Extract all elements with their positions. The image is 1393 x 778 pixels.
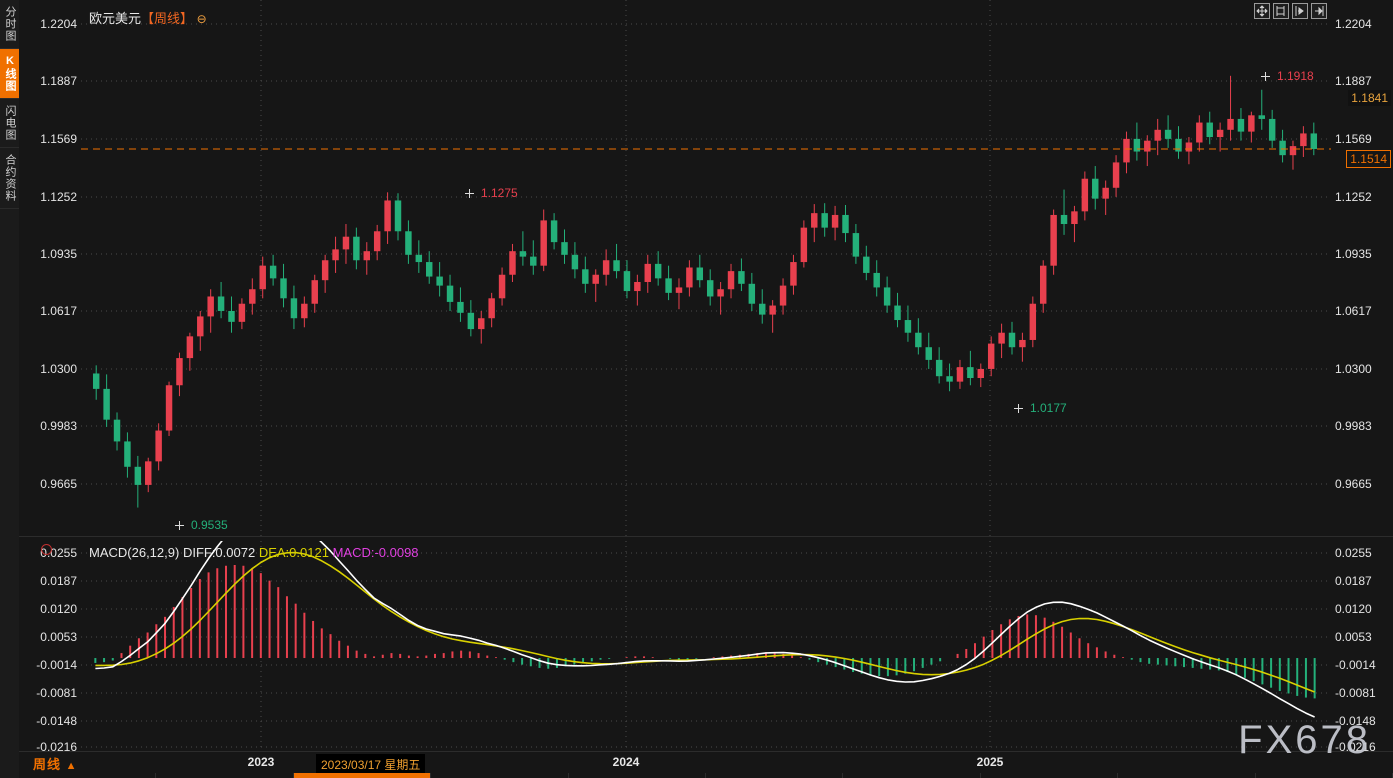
macd-axis-label: -0.0148: [36, 714, 77, 728]
price-axis-label: 0.9665: [1335, 477, 1372, 491]
symbol-label: 欧元美元: [89, 11, 142, 26]
chart-container[interactable]: 欧元美元【周线】 ⊖ 1.2204 1.1887 1.15: [19, 0, 1393, 778]
time-axis-tick: 2024: [612, 755, 640, 769]
macd-axis-label: -0.0014: [1335, 658, 1376, 672]
macd-axis-label: -0.0216: [36, 740, 77, 754]
macd-dea-value: DEA:0.0121: [258, 545, 329, 560]
status-cell[interactable]: [981, 773, 1119, 778]
date-readout: 2023/03/17 星期五: [316, 754, 426, 775]
status-cell[interactable]: [431, 773, 569, 778]
status-cell[interactable]: [1256, 773, 1393, 778]
collapse-icon[interactable]: ⊖: [196, 12, 207, 26]
macd-axis-label: 0.0187: [40, 574, 77, 588]
sidebar-item-kline[interactable]: K线图: [0, 49, 19, 99]
macd-panel[interactable]: [81, 541, 1331, 751]
sidebar-item-lightning[interactable]: 闪电图: [0, 99, 19, 148]
left-sidebar: 分时图 K线图 闪电图 合约资料: [0, 0, 20, 778]
price-axis-label: 1.1887: [40, 74, 77, 88]
price-axis-label: 1.0617: [1335, 304, 1372, 318]
panel-divider: [19, 536, 1393, 537]
macd-indicator-dot[interactable]: [41, 544, 52, 555]
price-axis-label: 1.2204: [1335, 17, 1372, 31]
price-axis-label: 0.9665: [40, 477, 77, 491]
price-axis-label: 1.1252: [1335, 190, 1372, 204]
price-axis-label: 1.1569: [1335, 132, 1372, 146]
status-cell[interactable]: [706, 773, 844, 778]
macd-axis-label: -0.0081: [36, 686, 77, 700]
candlestick-svg: [81, 0, 1331, 536]
status-cell[interactable]: [1118, 773, 1256, 778]
annotation-low-1017: 1.0177: [1030, 401, 1067, 415]
macd-axis-label: 0.0120: [1335, 602, 1372, 616]
crosshair-move-icon[interactable]: [1254, 3, 1270, 19]
price-tag-last: 1.1514: [1346, 150, 1391, 168]
price-axis-label: 0.9983: [40, 419, 77, 433]
price-tag-high: 1.1841: [1348, 90, 1391, 106]
price-axis-label: 1.0300: [1335, 362, 1372, 376]
sidebar-item-label: 合约资料: [4, 154, 16, 202]
sidebar-item-contract-info[interactable]: 合约资料: [0, 148, 19, 209]
sidebar-item-label: 分时图: [4, 6, 16, 42]
macd-title: MACD(26,12,9): [89, 545, 180, 560]
price-axis-label: 1.1887: [1335, 74, 1372, 88]
macd-axis-label: 0.0053: [1335, 630, 1372, 644]
price-axis-label: 1.1252: [40, 190, 77, 204]
cycle-toggle-button[interactable]: 周线 ▲: [33, 754, 78, 773]
status-cell[interactable]: [569, 773, 707, 778]
macd-svg: [81, 541, 1331, 751]
macd-axis-label: -0.0216: [1335, 740, 1376, 754]
bottom-status-strip: [19, 773, 1393, 778]
watermark: FX678: [1238, 718, 1371, 762]
chart-toolbar: [1254, 3, 1327, 19]
status-cell[interactable]: [843, 773, 981, 778]
annotation-low-0953: 0.9535: [191, 518, 228, 532]
macd-macd-value: MACD:-0.0098: [332, 545, 419, 560]
price-axis-label: 1.0935: [40, 247, 77, 261]
macd-axis-label: -0.0148: [1335, 714, 1376, 728]
price-axis-label: 1.0300: [40, 362, 77, 376]
candlestick-panel[interactable]: [81, 0, 1331, 536]
time-axis-tick: 2025: [976, 755, 1004, 769]
status-cell[interactable]: [156, 773, 294, 778]
annotation-high-1275: 1.1275: [481, 186, 518, 200]
macd-axis-label: 0.0187: [1335, 574, 1372, 588]
status-cell-active[interactable]: [293, 773, 432, 778]
chart-title: 欧元美元【周线】 ⊖: [89, 8, 207, 27]
macd-axis-label: -0.0081: [1335, 686, 1376, 700]
sidebar-item-label: K线图: [4, 55, 16, 92]
price-axis-label: 1.1569: [40, 132, 77, 146]
macd-axis-label: 0.0255: [1335, 546, 1372, 560]
triangle-up-icon: ▲: [65, 760, 78, 772]
cycle-toggle-label: 周线: [33, 757, 62, 772]
macd-legend: MACD(26,12,9) DIFF:0.0072 DEA:0.0121 MAC…: [89, 545, 419, 560]
status-cell[interactable]: [19, 773, 157, 778]
price-axis-label: 0.9983: [1335, 419, 1372, 433]
macd-diff-value: DIFF:0.0072: [182, 545, 256, 560]
price-axis-label: 1.2204: [40, 17, 77, 31]
time-axis-tick: 2023: [247, 755, 275, 769]
macd-axis-label: -0.0014: [36, 658, 77, 672]
shift-right-icon[interactable]: [1292, 3, 1308, 19]
jump-end-icon[interactable]: [1311, 3, 1327, 19]
price-axis-label: 1.0617: [40, 304, 77, 318]
time-axis: 周线 ▲ 2023/03/17 星期五 2023 2024 2025: [19, 751, 1393, 775]
price-axis-left: 1.2204 1.1887 1.1569 1.1252 1.0935 1.0617 1.03…: [19, 0, 81, 778]
macd-axis-label: 0.0053: [40, 630, 77, 644]
sidebar-item-label: 闪电图: [4, 105, 16, 141]
macd-axis-label: 0.0120: [40, 602, 77, 616]
annotation-high-1918: 1.1918: [1277, 69, 1314, 83]
sidebar-item-timeshare[interactable]: 分时图: [0, 0, 19, 49]
measure-left-icon[interactable]: [1273, 3, 1289, 19]
price-axis-label: 1.0935: [1335, 247, 1372, 261]
price-axis-right: 1.2204 1.1887 1.1569 1.1252 1.0935 1.0617 1.03…: [1331, 0, 1393, 778]
cycle-label: 【周线】: [141, 11, 194, 26]
